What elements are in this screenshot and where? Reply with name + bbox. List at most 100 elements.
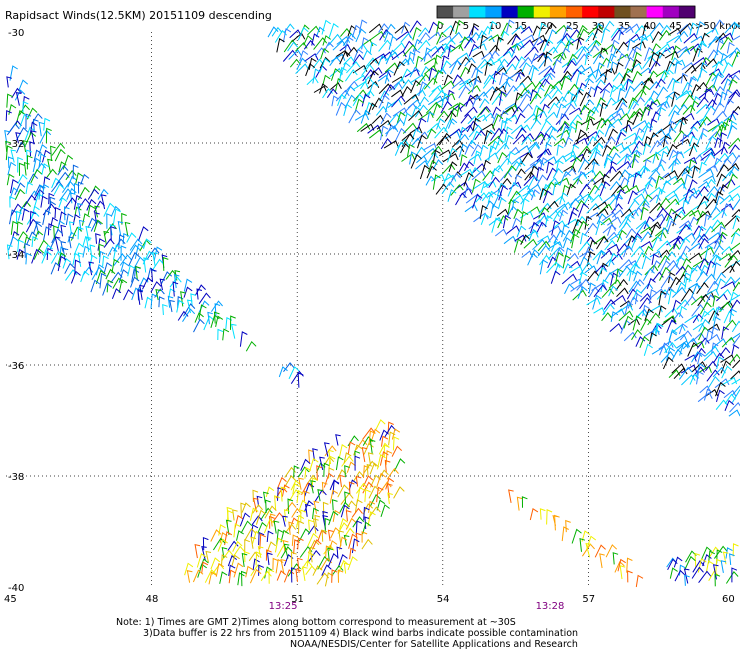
wind-barb (352, 53, 364, 65)
wind-barb (354, 499, 363, 513)
legend-swatch (566, 6, 583, 18)
wind-barb (660, 350, 675, 363)
wind-barb (576, 36, 585, 50)
wind-barb (576, 45, 590, 60)
wind-barb (575, 199, 587, 211)
y-tick-label: -34 (8, 250, 24, 261)
wind-barb (680, 257, 692, 270)
wind-barb (328, 455, 336, 471)
wind-barb (7, 161, 17, 176)
wind-barb (551, 220, 561, 236)
wind-barb (674, 150, 683, 166)
wind-barb (695, 185, 709, 198)
wind-barb (513, 82, 527, 92)
wind-barb (436, 110, 449, 122)
wind-barb (35, 221, 41, 235)
wind-barb (609, 84, 619, 98)
wind-barb (539, 259, 549, 275)
wind-barb (466, 120, 478, 133)
wind-barb (409, 66, 420, 78)
wind-barb (449, 31, 463, 43)
wind-barb (570, 153, 586, 163)
wind-barb (331, 499, 338, 511)
wind-barb (632, 264, 641, 275)
wind-barb (675, 196, 689, 205)
wind-barb (731, 208, 740, 218)
wind-barb (10, 179, 19, 194)
wind-barb (143, 257, 149, 273)
wind-barb (687, 76, 697, 91)
wind-barb (428, 95, 444, 106)
wind-barb (345, 509, 352, 522)
wind-barb (687, 216, 699, 230)
wind-barb (416, 155, 428, 164)
wind-barb (585, 109, 596, 123)
wind-barb (719, 231, 728, 246)
wind-barb (316, 465, 322, 481)
wind-barb (707, 118, 721, 126)
wind-barb (675, 255, 685, 268)
wind-barb (377, 74, 390, 82)
wind-barb (632, 33, 648, 43)
wind-barb (251, 515, 263, 526)
wind-barb (588, 239, 598, 252)
wind-barb (337, 522, 349, 534)
wind-barb (698, 88, 715, 99)
legend-swatch (485, 6, 502, 18)
wind-barb (636, 198, 650, 210)
wind-barb (442, 153, 459, 163)
wind-barb (240, 570, 247, 587)
wind-barb (15, 91, 22, 106)
wind-barb (33, 248, 45, 260)
wind-barb (384, 101, 394, 113)
wind-barb (651, 30, 664, 44)
wind-barb (29, 210, 37, 226)
wind-barb (617, 53, 631, 61)
wind-barb (339, 517, 348, 530)
wind-barb (551, 80, 563, 90)
wind-barb (89, 254, 98, 267)
wind-barb (627, 149, 641, 158)
wind-barb (252, 504, 263, 514)
wind-barb (520, 152, 533, 165)
wind-barb (711, 221, 726, 233)
wind-barb (346, 61, 361, 74)
wind-barb (317, 489, 323, 502)
wind-barb (210, 557, 221, 570)
wind-barb (713, 49, 723, 61)
legend-swatch (517, 6, 535, 18)
wind-barb (725, 570, 739, 584)
wind-barb (241, 502, 251, 513)
wind-barb (264, 505, 277, 519)
wind-barb (450, 105, 462, 113)
wind-barb (150, 293, 158, 309)
wind-barb (542, 190, 553, 204)
wind-barb (723, 310, 735, 324)
wind-barb (480, 35, 495, 45)
wind-barb (720, 52, 729, 65)
wind-barb (698, 326, 710, 341)
wind-barb (137, 226, 149, 242)
wind-barb (468, 43, 480, 57)
wind-barb (258, 531, 265, 546)
wind-barb (725, 547, 733, 559)
wind-barb (580, 66, 594, 74)
wind-barb (26, 154, 33, 170)
wind-barb (716, 389, 725, 403)
wind-barb (299, 50, 309, 62)
wind-barb (691, 165, 701, 179)
wind-barb (451, 145, 465, 155)
wind-barb (376, 499, 386, 511)
wind-barb (615, 268, 624, 284)
wind-barb (73, 206, 82, 220)
wind-barb (514, 174, 522, 186)
wind-barb (8, 236, 19, 251)
wind-barb (455, 19, 465, 35)
wind-barb (100, 194, 107, 210)
wind-barb (719, 183, 729, 195)
wind-barb (511, 25, 525, 35)
wind-barb (476, 106, 490, 118)
wind-barb (587, 184, 600, 197)
wind-barb (696, 68, 708, 82)
wind-barb (483, 74, 495, 85)
